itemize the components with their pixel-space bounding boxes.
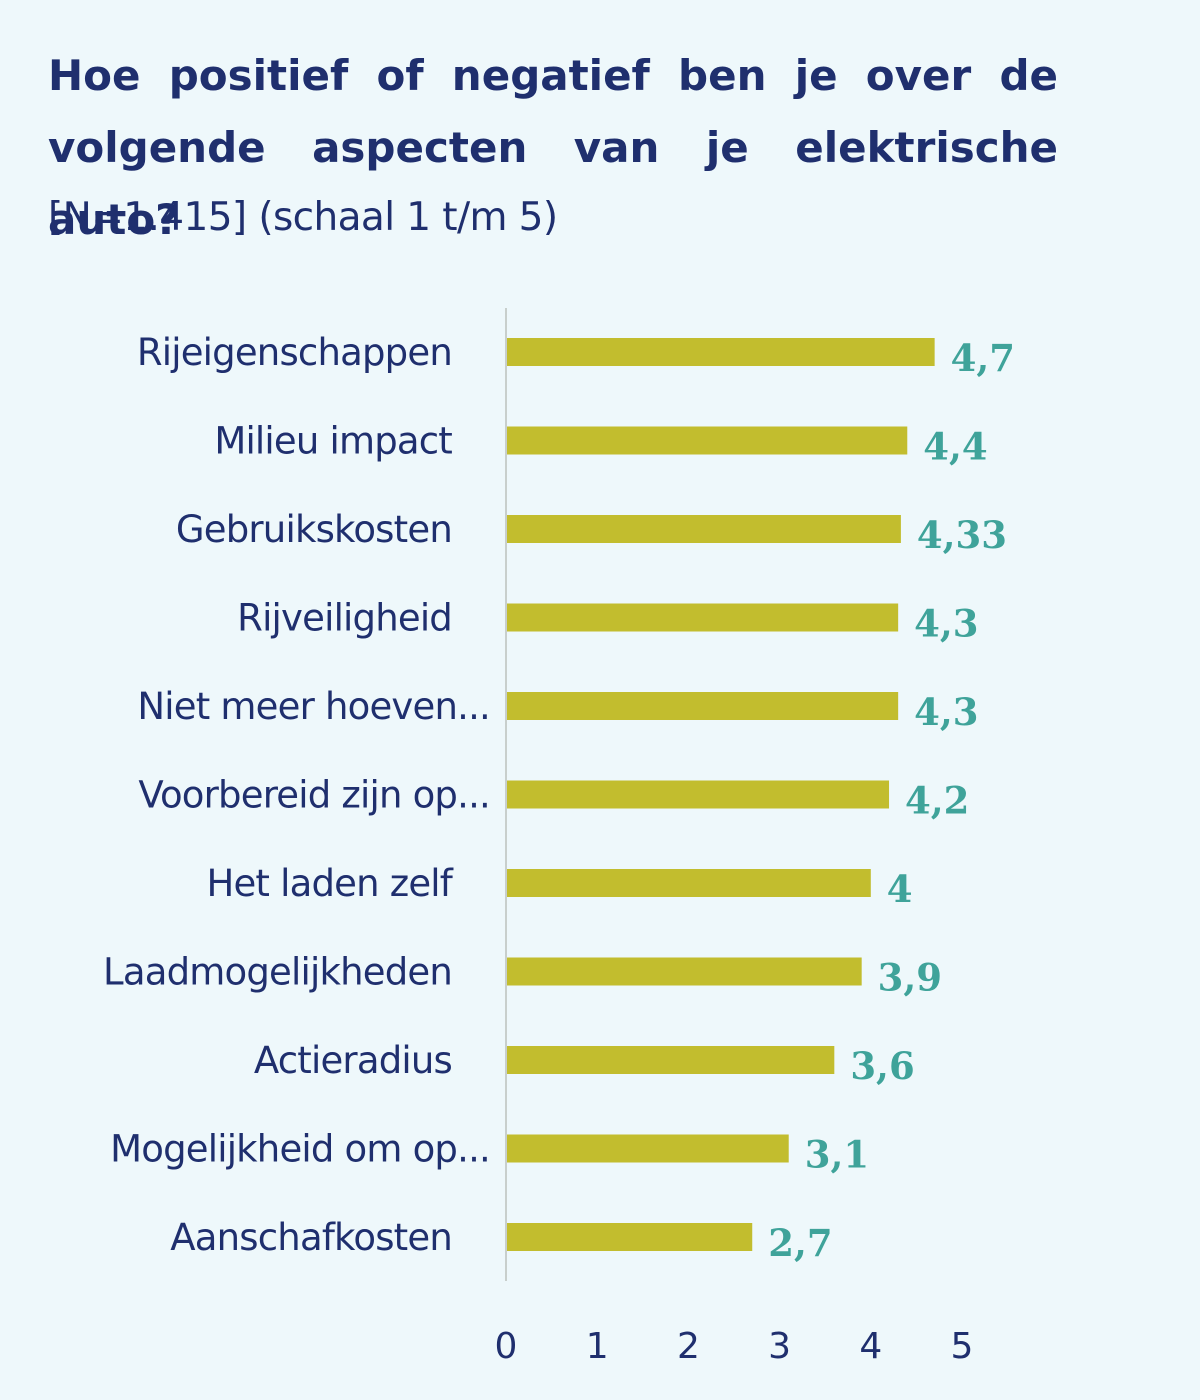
value-label: 4,3 — [914, 690, 978, 734]
x-tick-label: 4 — [859, 1326, 882, 1367]
value-label: 4,3 — [914, 602, 978, 646]
bar — [507, 780, 890, 809]
chart-title: Hoe positief of negatief ben je over de … — [48, 51, 1058, 244]
value-label: 3,6 — [850, 1044, 914, 1088]
category-label: Niet meer hoeven... — [137, 685, 490, 728]
category-label: Het laden zelf — [206, 862, 453, 905]
bar — [507, 1134, 789, 1163]
value-label: 4,2 — [905, 779, 969, 823]
x-tick-label: 0 — [495, 1326, 518, 1367]
category-label: Aanschafkosten — [170, 1216, 452, 1259]
chart-subtitle: [N=1.415] (schaal 1 t/m 5) — [48, 195, 558, 240]
value-label: 4,33 — [917, 513, 1007, 557]
category-label: Voorbereid zijn op... — [138, 774, 490, 817]
bar — [507, 1223, 753, 1251]
value-label: 4,4 — [923, 425, 987, 469]
x-tick-label: 3 — [768, 1326, 791, 1367]
value-label: 3,9 — [878, 956, 942, 1000]
bar — [507, 869, 871, 897]
bar — [507, 603, 899, 632]
bar — [507, 1046, 835, 1074]
x-tick-label: 1 — [586, 1326, 609, 1367]
value-label: 4,7 — [951, 336, 1015, 380]
bar — [507, 515, 901, 543]
x-tick-label: 2 — [677, 1326, 700, 1367]
category-label: Milieu impact — [214, 420, 452, 463]
bar — [507, 692, 899, 720]
category-label: Rijveiligheid — [237, 597, 452, 640]
category-label: Rijeigenschappen — [137, 331, 452, 374]
value-label: 3,1 — [805, 1133, 869, 1177]
category-label: Actieradius — [254, 1039, 452, 1082]
bar — [507, 426, 908, 455]
category-label: Laadmogelijkheden — [103, 951, 452, 994]
bar — [507, 957, 862, 986]
value-label: 2,7 — [768, 1221, 832, 1265]
category-label: Mogelijkheid om op... — [110, 1128, 490, 1171]
category-label: Gebruikskosten — [176, 508, 452, 551]
value-label: 4 — [887, 867, 913, 911]
bar — [507, 338, 935, 366]
x-tick-label: 5 — [951, 1326, 974, 1367]
